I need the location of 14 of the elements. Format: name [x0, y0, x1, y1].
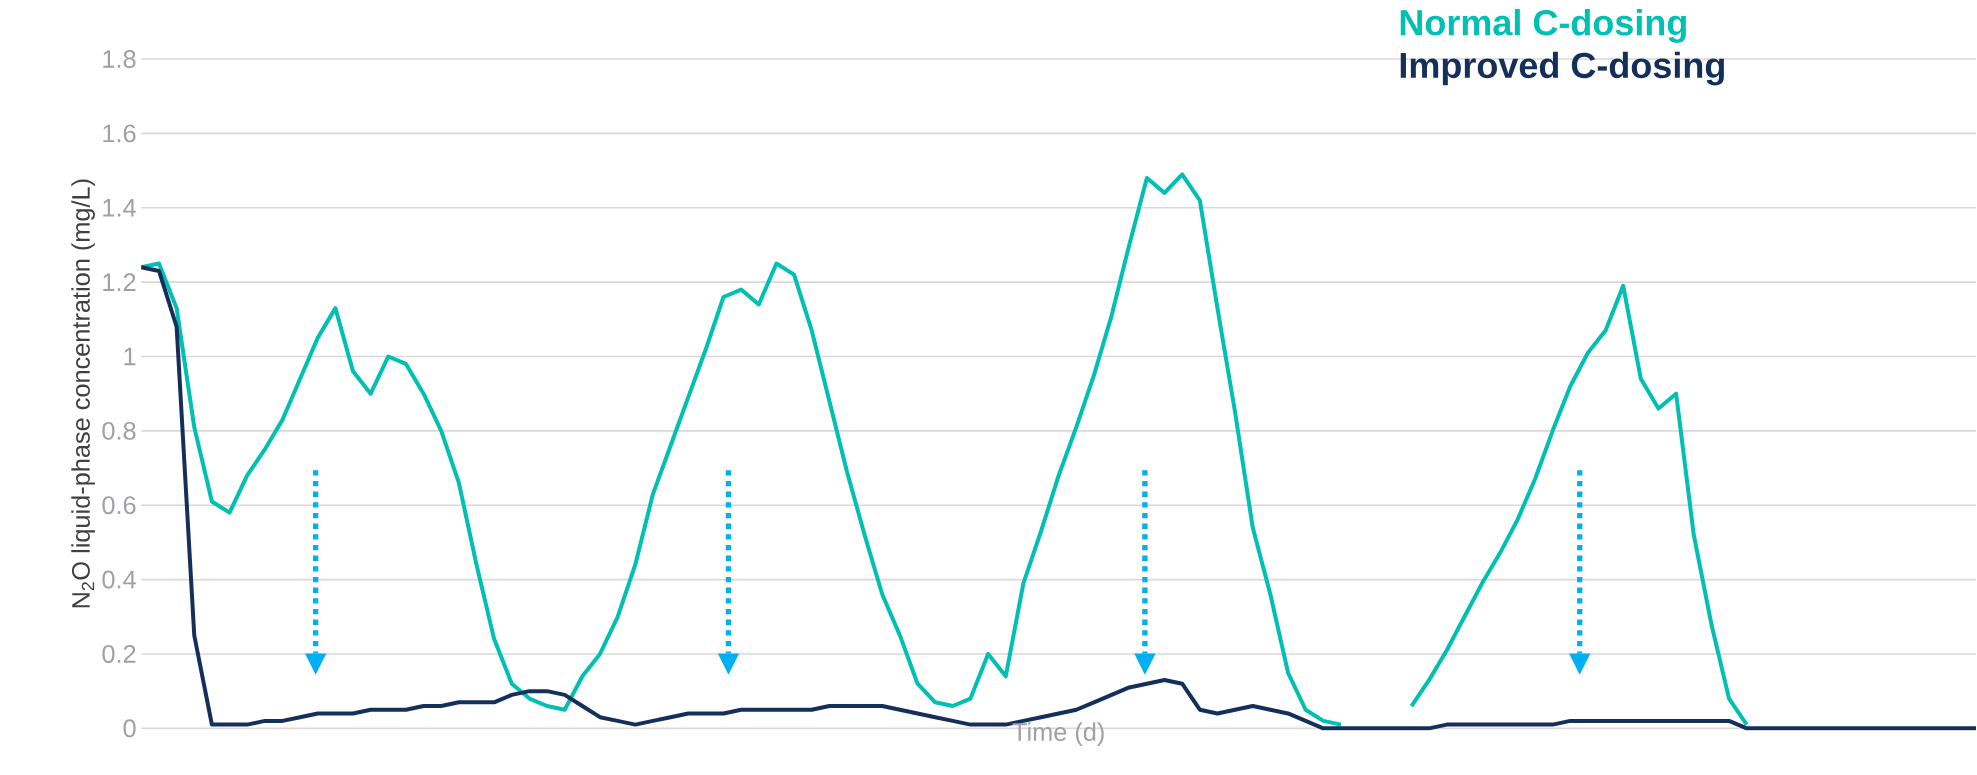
y-tick-label: 1.4 [103, 199, 136, 217]
x-axis-title: Time (d) [1012, 722, 1104, 746]
y-tick-label: 1.6 [103, 124, 136, 143]
y-tick-label: 1 [124, 347, 136, 366]
y-tick-label: 0.6 [102, 496, 136, 515]
text: Improved C-dosing [1400, 51, 1724, 86]
y-tick-label: 0.8 [102, 421, 136, 440]
y-tick-label: 0 [123, 719, 136, 738]
y-tick-label: 0.4 [102, 570, 136, 589]
y-tick-label: 1.8 [103, 50, 136, 68]
y-tick-label: 1.2 [103, 273, 136, 291]
text: Normal C-dosing [1400, 9, 1686, 43]
y-tick-label: 0.2 [102, 644, 136, 663]
y-axis-title: N$_{2}$O liquid-phase concentration (mg/L) [71, 179, 95, 608]
